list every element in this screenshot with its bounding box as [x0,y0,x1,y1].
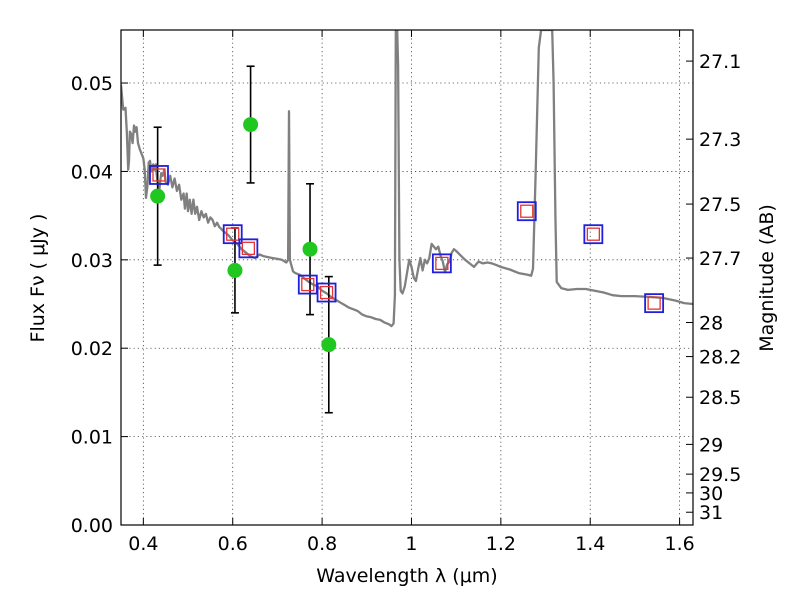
right-tick-label-5: 28.2 [699,347,741,369]
right-tick-label-6: 28.5 [699,387,741,409]
model-square-6 [516,201,537,222]
model-square-inner-0 [152,168,166,182]
model-square-0 [149,165,169,185]
model-square-inner-6 [520,204,534,218]
x-tick-label-2: 0.8 [307,533,337,555]
right-tick-label-1: 27.3 [699,129,741,151]
model-square-inner-8 [647,296,661,310]
model-photometry [149,165,665,314]
model-square-4 [316,282,337,303]
observed-point-3 [302,241,318,257]
x-tick-label-6: 1.6 [664,533,694,555]
right-tick-label-9: 30 [699,483,723,505]
y-tick-label-1: 0.01 [71,427,113,449]
x-tick-label-5: 1.4 [575,533,605,555]
model-square-inner-4 [319,285,334,300]
model-square-2 [238,238,259,259]
model-square-inner-2 [241,241,256,255]
x-tick-label-3: 1 [405,533,417,555]
x-axis: 0.4 0.6 0.8 1 1.2 1.4 1.6 [128,30,695,555]
y-tick-label-5: 0.05 [71,73,113,95]
y-tick-label-2: 0.02 [71,338,113,360]
x-tick-label-4: 1.2 [486,533,516,555]
observed-point-4 [321,337,337,353]
spectrum-line [121,30,693,328]
right-tick-label-10: 31 [699,502,723,524]
right-tick-label-3: 27.7 [699,248,741,270]
model-spectrum [121,30,693,328]
right-tick-label-8: 29.5 [699,464,741,486]
right-axis-label: Magnitude (AB) [756,204,778,352]
model-square-8 [644,293,665,314]
observed-point-0 [150,188,166,204]
y-tick-label-4: 0.04 [71,161,113,183]
model-square-inner-5 [435,256,449,271]
observed-point-2 [243,117,259,133]
observed-photometry [150,65,337,414]
right-tick-label-4: 28 [699,313,723,335]
x-tick-label-1: 0.6 [218,533,248,555]
right-tick-label-0: 27.1 [699,51,741,73]
observed-point-1 [227,262,243,278]
y-tick-label-0: 0.00 [71,515,113,537]
model-square-5 [431,253,452,274]
model-square-inner-1 [226,227,240,241]
model-square-inner-3 [301,277,315,292]
y-axis: 0.00 0.01 0.02 0.03 0.04 0.05 [71,73,128,537]
model-square-inner-7 [586,227,600,241]
right-tick-label-7: 29 [699,434,723,456]
right-tick-label-2: 27.5 [699,194,741,216]
x-tick-label-0: 0.4 [128,533,158,555]
y-axis-label: Flux Fν ( μJy ) [27,214,49,343]
x-axis-label: Wavelength λ (μm) [316,565,497,587]
plot-frame [120,29,694,526]
y-tick-label-3: 0.03 [71,250,113,272]
model-square-7 [583,224,604,245]
model-square-1 [222,224,243,245]
